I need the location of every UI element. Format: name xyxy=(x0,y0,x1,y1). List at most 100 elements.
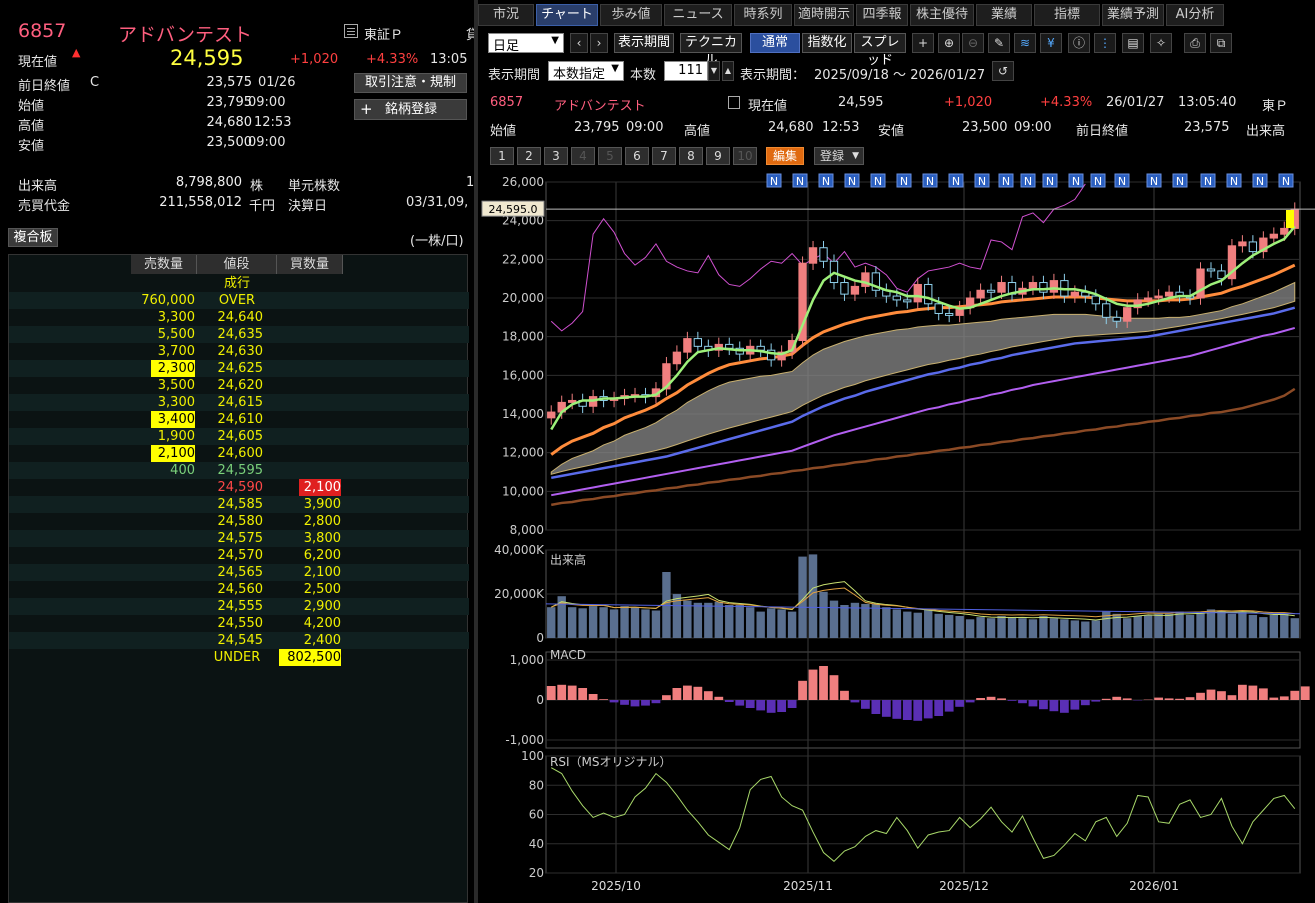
sell-qty[interactable]: 3,400 xyxy=(151,411,195,428)
sell-qty[interactable] xyxy=(131,632,195,649)
price-level[interactable]: 24,580 xyxy=(217,514,264,529)
tab-0[interactable]: 市況 xyxy=(478,4,534,26)
price-level[interactable]: 24,550 xyxy=(217,616,264,631)
price-level[interactable]: 24,545 xyxy=(217,633,264,648)
price-level[interactable]: 24,555 xyxy=(217,599,264,614)
page-button-10[interactable]: 10 xyxy=(733,147,757,165)
page-button-9[interactable]: 9 xyxy=(706,147,730,165)
sell-qty[interactable]: 3,500 xyxy=(157,378,195,393)
price-level[interactable]: 24,610 xyxy=(217,412,264,427)
sell-qty[interactable] xyxy=(131,581,195,598)
order-book-row[interactable]: 400 24,595 xyxy=(9,462,469,479)
composite-board-button[interactable]: 複合板 xyxy=(8,228,58,247)
price-level[interactable]: 24,590 xyxy=(217,480,264,495)
zoom-in-icon[interactable]: ⊕ xyxy=(938,33,960,53)
sell-qty[interactable] xyxy=(131,496,195,513)
sell-qty[interactable] xyxy=(131,479,195,496)
buy-qty[interactable] xyxy=(279,411,341,428)
sell-qty[interactable] xyxy=(131,547,195,564)
order-book-row[interactable]: 2,300 24,625 xyxy=(9,360,469,377)
buy-qty[interactable]: 6,200 xyxy=(303,548,341,563)
price-level[interactable]: 成行 xyxy=(223,276,250,291)
buy-qty[interactable] xyxy=(279,360,341,377)
buy-qty[interactable]: 2,100 xyxy=(299,479,341,496)
order-book-row[interactable]: 24,550 4,200 xyxy=(9,615,469,632)
buy-qty[interactable]: 2,400 xyxy=(303,633,341,648)
sell-qty[interactable]: 5,500 xyxy=(157,327,195,342)
add-watchlist-button[interactable]: + 銘柄登録 xyxy=(354,99,467,120)
next-arrow-button[interactable]: › xyxy=(590,33,608,53)
order-book-row[interactable]: 2,100 24,600 xyxy=(9,445,469,462)
sell-qty[interactable] xyxy=(131,530,195,547)
order-book-row[interactable]: 3,300 24,640 xyxy=(9,309,469,326)
buy-qty[interactable]: 4,200 xyxy=(303,616,341,631)
sell-qty[interactable]: 1,900 xyxy=(157,429,195,444)
panel-splitter[interactable] xyxy=(474,0,478,903)
display-period-button[interactable]: 表示期間 xyxy=(614,33,674,53)
pencil-icon[interactable]: ✎ xyxy=(988,33,1010,53)
buy-qty[interactable]: 2,100 xyxy=(303,565,341,580)
price-level[interactable]: 24,605 xyxy=(217,429,264,444)
signal-icon[interactable]: ≋ xyxy=(1014,33,1036,53)
yen-icon[interactable]: ¥ xyxy=(1040,33,1062,53)
buy-qty[interactable] xyxy=(279,292,341,309)
print-icon[interactable]: ⎙ xyxy=(1184,33,1206,53)
price-level[interactable]: 24,595 xyxy=(217,463,264,478)
technical-button[interactable]: テクニカル xyxy=(680,33,742,68)
order-book-row[interactable]: 1,900 24,605 xyxy=(9,428,469,445)
page-button-7[interactable]: 7 xyxy=(652,147,676,165)
sell-qty[interactable]: 3,300 xyxy=(157,310,195,325)
price-level[interactable]: 24,635 xyxy=(217,327,264,342)
my-indicator-icon[interactable]: ⋮ xyxy=(1094,33,1116,53)
popout-icon[interactable]: ⧉ xyxy=(1210,33,1232,53)
order-book-row[interactable]: 24,565 2,100 xyxy=(9,564,469,581)
chart-canvas[interactable]: 2025/10 2025/11 2025/12 2026/01 26,000 24,000… xyxy=(478,170,1315,903)
zoom-out-icon[interactable]: ⊖ xyxy=(962,33,984,53)
sell-qty[interactable] xyxy=(131,615,195,632)
price-level[interactable]: OVER xyxy=(218,293,256,308)
period-select[interactable]: 日足 ▼ xyxy=(488,33,564,54)
order-book-row[interactable]: 5,500 24,635 xyxy=(9,326,469,343)
order-book-row[interactable]: 24,575 3,800 xyxy=(9,530,469,547)
tab-7[interactable]: 株主優待 xyxy=(910,4,974,26)
price-level[interactable]: 24,620 xyxy=(217,378,264,393)
tab-11[interactable]: AI分析 xyxy=(1166,4,1224,26)
tab-6[interactable]: 四季報 xyxy=(856,4,908,26)
trading-rules-button[interactable]: 取引注意・規制 xyxy=(354,73,467,93)
crosshair-icon[interactable]: + xyxy=(912,33,934,53)
spread-mode-button[interactable]: スプレッド xyxy=(854,33,906,68)
wrench-icon[interactable]: ✧ xyxy=(1150,33,1172,53)
sell-qty[interactable] xyxy=(131,598,195,615)
order-book-row[interactable]: 成行 xyxy=(9,275,469,292)
register-dropdown-button[interactable]: 登録 ▼ xyxy=(814,147,864,165)
order-book-row[interactable]: 24,570 6,200 xyxy=(9,547,469,564)
price-level[interactable]: 24,630 xyxy=(217,344,264,359)
prev-arrow-button[interactable]: ‹ xyxy=(570,33,588,53)
order-book-row[interactable]: 24,590 2,100 xyxy=(9,479,469,496)
buy-qty[interactable]: 2,800 xyxy=(303,514,341,529)
buy-qty[interactable] xyxy=(279,309,341,326)
price-level[interactable]: 24,565 xyxy=(217,565,264,580)
price-level[interactable]: 24,585 xyxy=(217,497,264,512)
buy-qty[interactable] xyxy=(279,428,341,445)
tab-2[interactable]: 歩み値 xyxy=(600,4,662,26)
buy-qty[interactable] xyxy=(279,462,341,479)
sell-qty[interactable]: 760,000 xyxy=(141,293,195,308)
price-level[interactable]: 24,625 xyxy=(217,361,264,376)
buy-qty[interactable] xyxy=(279,343,341,360)
buy-qty[interactable]: 3,800 xyxy=(303,531,341,546)
tab-4[interactable]: 時系列 xyxy=(734,4,792,26)
buy-qty[interactable]: 2,500 xyxy=(303,582,341,597)
order-book-row[interactable]: 3,500 24,620 xyxy=(9,377,469,394)
price-level[interactable]: 24,575 xyxy=(217,531,264,546)
buy-qty[interactable] xyxy=(279,445,341,462)
buy-qty[interactable]: 2,900 xyxy=(303,599,341,614)
order-book-row[interactable]: 760,000 OVER xyxy=(9,292,469,309)
index-mode-button[interactable]: 指数化 xyxy=(802,33,852,53)
count-input[interactable]: 111 xyxy=(664,61,708,81)
tab-1[interactable]: チャート xyxy=(536,4,598,26)
page-button-1[interactable]: 1 xyxy=(490,147,514,165)
tab-10[interactable]: 業績予測 xyxy=(1102,4,1164,26)
document-icon[interactable] xyxy=(728,96,740,109)
order-book-row[interactable]: 24,555 2,900 xyxy=(9,598,469,615)
